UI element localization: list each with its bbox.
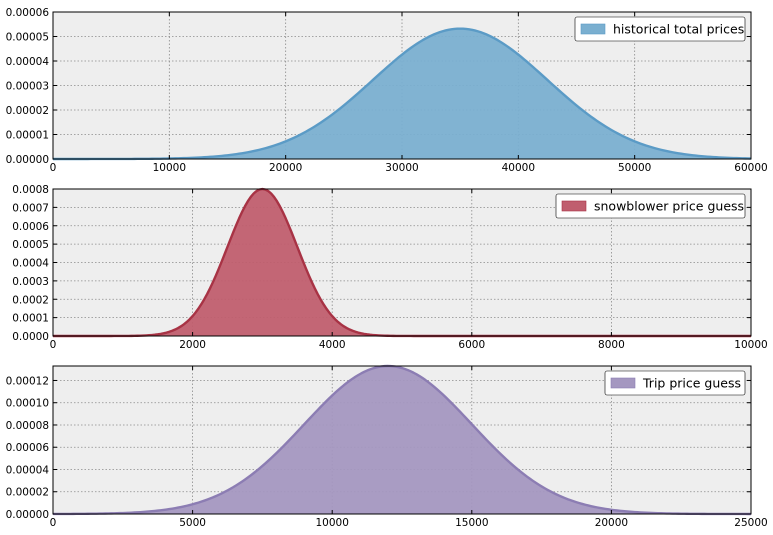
y-tick-label: 0.00005	[6, 32, 49, 44]
x-tick-label: 0	[50, 339, 57, 351]
legend: Trip price guess	[604, 370, 746, 396]
y-tick-label: 0.0003	[12, 276, 49, 288]
y-tick-label: 0.00000	[6, 509, 49, 521]
x-tick-label: 0	[50, 517, 57, 529]
legend-swatch	[610, 377, 636, 389]
y-tick-label: 0.00003	[6, 81, 49, 93]
y-tick-label: 0.0004	[12, 258, 49, 270]
y-tick-label: 0.0002	[12, 294, 49, 306]
y-tick-label: 0.00004	[6, 464, 50, 476]
series-area	[53, 366, 751, 514]
x-tick-label: 10000	[315, 517, 348, 529]
legend-label: Trip price guess	[642, 376, 741, 391]
y-tick-label: 0.00002	[6, 105, 49, 117]
x-tick-label: 2000	[179, 339, 206, 351]
y-tick-label: 0.00002	[6, 487, 49, 499]
y-tick-label: 0.0007	[12, 202, 49, 214]
chart-panel-1: 0 10000 20000 30000 40000 50000 60000 0.00000 0.…	[6, 7, 768, 174]
chart-panel-3: 0 5000 10000 15000 20000 25000 0.00000 0.00002 0…	[6, 364, 768, 529]
y-tick-label: 0.00006	[6, 7, 50, 19]
legend-box	[555, 193, 746, 219]
x-tick-label: 0	[50, 162, 57, 174]
y-tick-label: 0.0000	[12, 331, 49, 343]
series-area	[53, 189, 751, 336]
legend-box	[574, 16, 746, 42]
x-tick-label: 20000	[269, 162, 302, 174]
x-tick-label: 20000	[595, 517, 628, 529]
y-tick-label: 0.00006	[6, 442, 50, 454]
x-tick-label: 10000	[153, 162, 186, 174]
x-tick-label: 5000	[179, 517, 206, 529]
y-tick-label: 0.00004	[6, 56, 50, 68]
y-tick-label: 0.00010	[6, 398, 49, 410]
legend-swatch	[561, 200, 587, 212]
x-tick-label: 10000	[734, 339, 767, 351]
x-tick-label: 40000	[502, 162, 535, 174]
y-tick-label: 0.00000	[6, 154, 49, 166]
legend-label: historical total prices	[613, 22, 744, 37]
chart-panel-2: 0 2000 4000 6000 8000 10000 0.0000 0.0001 0.0002…	[12, 184, 767, 351]
legend: historical total prices	[574, 16, 746, 42]
y-tick-label: 0.0001	[12, 313, 49, 325]
y-tick-label: 0.00001	[6, 130, 49, 142]
y-tick-label: 0.0006	[12, 221, 49, 233]
y-tick-label: 0.0005	[12, 239, 49, 251]
legend-label: snowblower price guess	[594, 199, 744, 214]
x-tick-label: 60000	[734, 162, 767, 174]
axes-frame	[52, 365, 752, 515]
y-tick-label: 0.0008	[12, 184, 49, 196]
y-tick-label: 0.00012	[6, 375, 49, 387]
x-tick-label: 25000	[734, 517, 767, 529]
x-tick-label: 50000	[618, 162, 651, 174]
x-tick-label: 15000	[455, 517, 488, 529]
legend: snowblower price guess	[555, 193, 746, 219]
x-tick-label: 30000	[385, 162, 418, 174]
x-tick-label: 4000	[319, 339, 346, 351]
legend-box	[604, 370, 746, 396]
x-tick-label: 6000	[458, 339, 485, 351]
series-area	[53, 28, 751, 159]
x-tick-label: 8000	[598, 339, 625, 351]
legend-swatch	[580, 23, 606, 35]
y-tick-label: 0.00008	[6, 420, 49, 432]
series-line	[52, 364, 751, 516]
